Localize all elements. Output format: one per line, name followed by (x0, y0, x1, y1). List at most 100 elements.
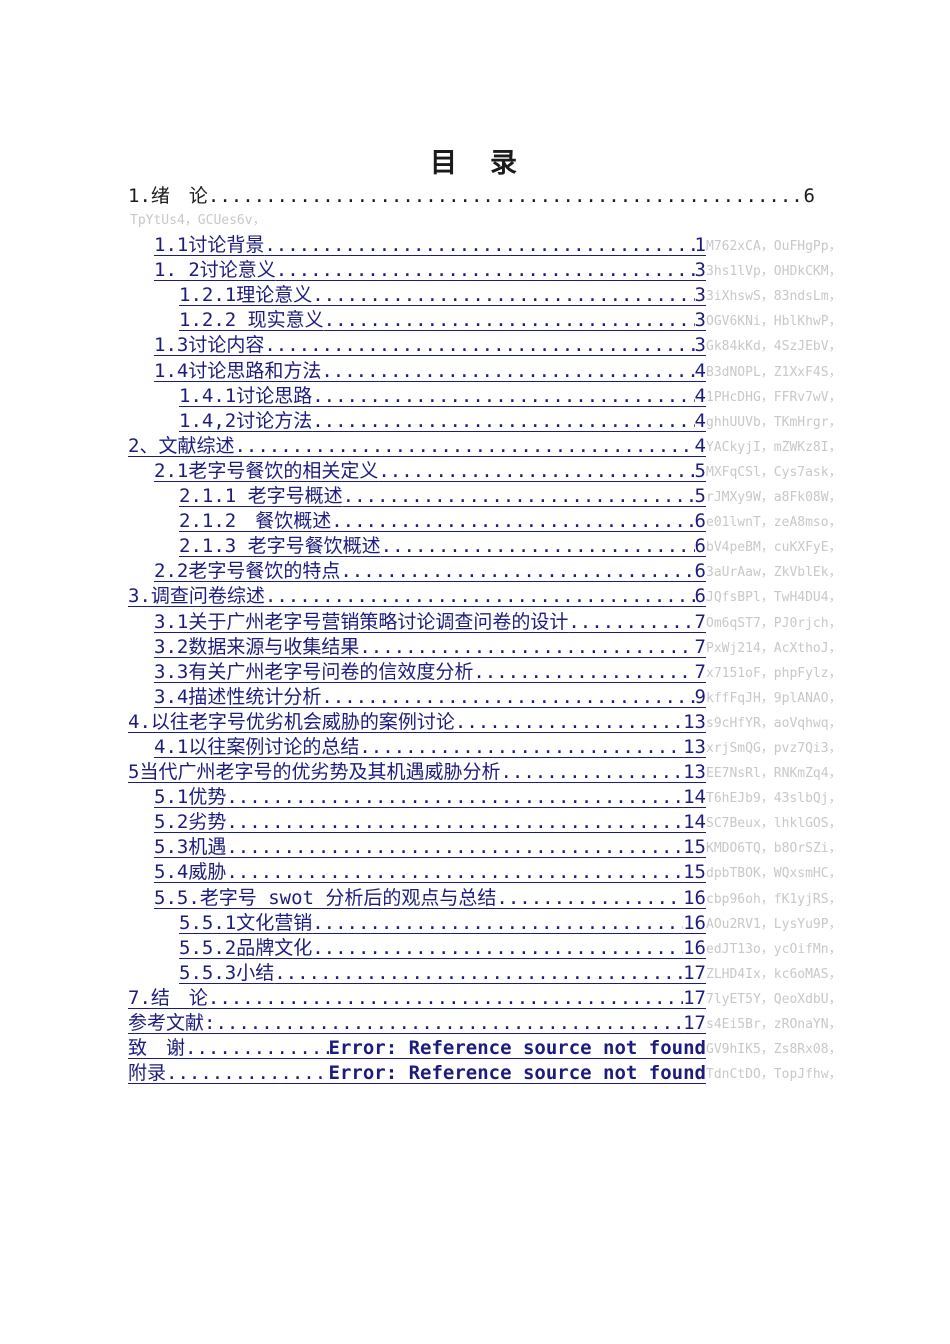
toc-page-number: 16 (683, 936, 706, 959)
toc-entry-row[interactable]: 3.4描述性统计分析 .............................… (128, 682, 842, 708)
toc-page-number: 7 (694, 635, 706, 658)
toc-entry-row[interactable]: 3.3有关广州老字号问卷的信效度分析 .....................… (128, 657, 842, 683)
watermark-text: TdnCtDO，TopJfhw， (706, 1067, 842, 1083)
watermark-text: Om6qST7，PJ0rjch， (706, 615, 842, 631)
toc-entry-row[interactable]: 1.4讨论思路和方法 .............................… (128, 356, 842, 382)
toc-entry-row[interactable]: 1.4,2讨论方法 ..............................… (128, 406, 842, 432)
watermark-text: bV4peBM，cuKXFyE， (706, 540, 842, 556)
toc-entry-row[interactable]: 1. 2讨论意义 ...............................… (128, 255, 842, 282)
toc-entry-text: 2.2老字号餐饮的特点 (154, 560, 341, 583)
toc-entry-row[interactable]: 2、文献综述 .................................… (128, 431, 842, 457)
toc-entry-row[interactable]: 5.5.老字号 swot 分析后的观点与总结 .................… (128, 883, 842, 909)
toc-page-number: 6 (694, 510, 706, 533)
toc-entry-row[interactable]: 5当代广州老字号的优劣势及其机遇威胁分析 ...................… (128, 757, 842, 784)
dot-leader: ........................................… (568, 610, 695, 633)
dot-leader: ........................................… (264, 585, 695, 608)
toc-entry-row[interactable]: 致 谢 ....................................… (128, 1033, 842, 1060)
toc-page-number: 3 (694, 259, 706, 282)
toc-entry-row[interactable]: 7.结 论 ..................................… (128, 983, 842, 1009)
toc-page-number: 3 (694, 309, 706, 332)
toc-entry-row[interactable]: 3.调查问卷综述 ...............................… (128, 581, 842, 608)
page-title: 目 录 (430, 148, 520, 179)
toc-entry-row[interactable]: 5.1优势 ..................................… (128, 782, 842, 809)
toc-entry-text: 1. 2讨论意义 (154, 259, 276, 282)
toc-entry-text: 3.调查问卷综述 (128, 585, 265, 608)
dot-leader: ........................................… (264, 334, 694, 357)
watermark-text: GV9hIK5，Zs8Rx08， (706, 1042, 842, 1058)
toc-entry-text: 3.1关于广州老字号营销策略讨论调查问卷的设计 (154, 610, 569, 633)
toc-entry-row[interactable]: 参考文献: ..................................… (128, 1008, 842, 1034)
toc-entry-row[interactable]: 5.3机遇 ..................................… (128, 832, 842, 859)
toc-entry-row[interactable]: 1.3讨论内容 ................................… (128, 330, 842, 357)
toc-page-number: 14 (683, 811, 706, 834)
toc-entry-row[interactable]: 2.2老字号餐饮的特点 ............................… (128, 556, 842, 583)
toc-entry-row[interactable]: 附录 .....................................… (128, 1058, 842, 1084)
watermark-text: x7151oF，phpFylz， (706, 665, 842, 681)
table-of-contents: 1.绪 论 ..................................… (128, 181, 888, 1084)
toc-entry-row[interactable]: 2.1.3 老字号餐饮概述 ..........................… (128, 531, 842, 558)
dot-leader: ........................................… (342, 485, 695, 508)
toc-entry-text: 2.1.1 老字号概述 (179, 485, 343, 508)
toc-entry-text: 5当代广州老字号的优劣势及其机遇威胁分析 (128, 761, 501, 784)
toc-page-number: 4 (694, 434, 706, 457)
watermark-text: xrjSmQG，pvz7Qi3， (706, 740, 842, 756)
watermark-text: M762xCA，OuFHgPp， (706, 239, 842, 255)
toc-entry-text: 1.2.2 现实意义 (179, 309, 324, 332)
toc-entry-text: 7.结 论 (128, 986, 208, 1009)
watermark-text: ghhUUVb，TKmHrgr， (706, 414, 842, 430)
dot-leader: ........................................… (312, 936, 684, 959)
toc-page-number: 6 (694, 585, 706, 608)
toc-page-number: 15 (683, 836, 706, 859)
toc-entry-row[interactable]: 1.4.1讨论思路 ..............................… (128, 381, 842, 407)
dot-leader: ........................................… (226, 836, 684, 859)
dot-leader: ........................................… (274, 961, 684, 984)
toc-page-number: 3 (694, 334, 706, 357)
toc-entry-row[interactable]: 3.1关于广州老字号营销策略讨论调查问卷的设计 ................… (128, 607, 842, 633)
watermark-text: B3dNOPL，Z1XxF4S， (706, 364, 842, 380)
toc-entry-text: 5.3机遇 (154, 836, 227, 859)
watermark-text: 3hs1lVp，OHDkCKM， (706, 264, 842, 280)
toc-entry-text: 5.1优势 (154, 786, 227, 809)
watermark-text: JQfsBPl，TwH4DU4， (706, 590, 842, 606)
toc-page-number: 17 (683, 986, 706, 1009)
watermark-text: edJT13o，ycOifMn， (706, 941, 842, 957)
dot-leader: ........................................… (500, 761, 684, 784)
toc-entry-row[interactable]: 5.5.1文化营销 ..............................… (128, 908, 842, 934)
dot-leader: ........................................… (359, 735, 683, 758)
dot-leader: ........................................… (380, 535, 695, 558)
toc-page-number: 15 (683, 861, 706, 884)
toc-entry-row[interactable]: 2.1.2 餐饮概述 .............................… (128, 506, 842, 533)
toc-page-number: 3 (694, 284, 706, 307)
toc-entry-text: 5.5.3小结 (179, 961, 275, 984)
toc-entry-row[interactable]: 5.5.2品牌文化 ..............................… (128, 933, 842, 959)
toc-entry-text: 1.绪 论 (128, 185, 208, 207)
toc-page-number: 1 (694, 234, 706, 257)
toc-entry-row[interactable]: 1.2.2 现实意义 .............................… (128, 305, 842, 332)
dot-leader: ........................................… (321, 359, 695, 382)
toc-entry-row[interactable]: 5.5.3小结 ................................… (128, 958, 842, 984)
toc-page-number: 17 (683, 961, 706, 984)
dot-leader: ........................................… (215, 1012, 684, 1034)
toc-entry-row[interactable]: 1.2.1理论意义 ..............................… (128, 280, 842, 307)
toc-page-number: 6 (803, 185, 815, 207)
toc-entry-row[interactable]: 2.1.1 老字号概述 ............................… (128, 481, 842, 508)
watermark-text: EE7NsRl，RNKmZq4， (706, 766, 842, 782)
toc-entry-row[interactable]: 4.以往老字号优劣机会威胁的案例讨论 .....................… (128, 707, 842, 733)
toc-entry-row[interactable]: 5.4威胁 ..................................… (128, 857, 842, 884)
watermark-text: 7lyET5Y，QeoXdbU， (706, 991, 842, 1007)
watermark-text: cbp96oh，fK1yjRS， (706, 891, 842, 907)
toc-page-number: 16 (683, 911, 706, 934)
toc-page-number: 4 (694, 384, 706, 407)
toc-page-number: 6 (694, 535, 706, 558)
toc-entry-row[interactable]: 5.2劣势 ..................................… (128, 807, 842, 834)
toc-entry-row[interactable]: 1.1讨论背景 ................................… (128, 230, 842, 257)
toc-entry-text: 1.2.1理论意义 (179, 284, 313, 307)
toc-entry-row[interactable]: 2.1老字号餐饮的相关定义 ..........................… (128, 456, 842, 482)
dot-leader: ........................................… (185, 1037, 328, 1060)
dot-leader: ........................................… (226, 786, 684, 809)
toc-entry-text: 3.4描述性统计分析 (154, 685, 322, 708)
toc-entry-row[interactable]: 4.1以往案例讨论的总结 ...........................… (128, 732, 842, 758)
toc-entry-text: 1.1讨论背景 (154, 234, 265, 257)
toc-entry-row[interactable]: 3.2数据来源与收集结果 ...........................… (128, 632, 842, 658)
toc-entry-text: 2.1.2 餐饮概述 (179, 510, 332, 533)
